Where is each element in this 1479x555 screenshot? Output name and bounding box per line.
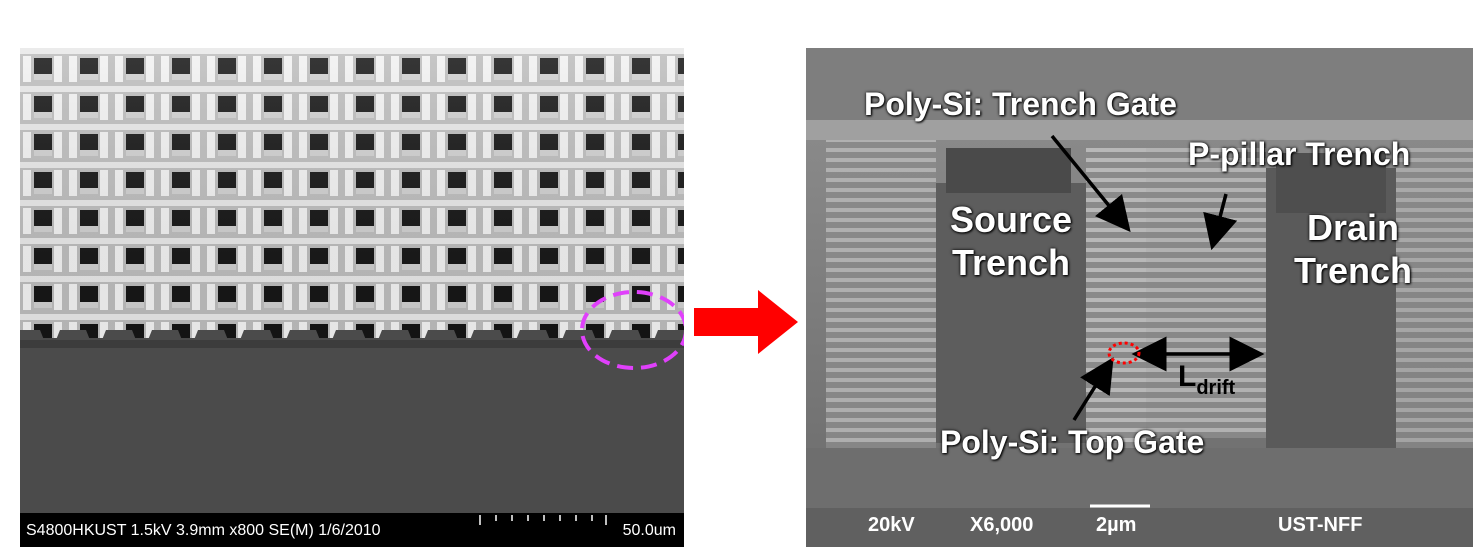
sem-info-text: S4800HKUST 1.5kV 3.9mm x800 SE(M) 1/6/20… [26, 522, 381, 539]
label-p-pillar-trench: P-pillar Trench [1188, 136, 1411, 172]
sem-info-bar: S4800HKUST 1.5kV 3.9mm x800 SE(M) 1/6/20… [20, 513, 684, 547]
trench-array-illustration [20, 48, 684, 547]
sem-image-detail: Poly-Si: Trench Gate P-pillar Trench Sou… [806, 48, 1473, 547]
top-gate-marker [1107, 341, 1141, 365]
annotation-arrows [1050, 134, 1265, 421]
label-ldrift: Ldrift [1178, 360, 1235, 400]
footer-voltage: 20kV [868, 514, 915, 536]
footer-magnification: X6,000 [970, 514, 1034, 536]
label-drain-line2: Trench [1293, 250, 1413, 292]
footer-facility: UST-NFF [1278, 514, 1363, 536]
ldrift-main: L [1178, 360, 1197, 393]
label-top-gate: Poly-Si: Top Gate [940, 424, 1205, 460]
sem-scale-label: 50.0um [622, 522, 676, 539]
trench-cross-section-illustration [806, 48, 1473, 547]
label-source-line1: Source [949, 199, 1073, 240]
highlight-ellipse [580, 290, 684, 370]
sem-image-overview: S4800HKUST 1.5kV 3.9mm x800 SE(M) 1/6/20… [20, 48, 684, 547]
label-drain-line1: Drain [1306, 207, 1400, 248]
footer-scale: 2µm [1096, 514, 1137, 536]
label-source-line2: Trench [951, 242, 1071, 284]
ldrift-sub: drift [1196, 377, 1236, 399]
label-trench-gate: Poly-Si: Trench Gate [864, 86, 1177, 122]
label-source-trench: Source Trench [936, 198, 1086, 284]
scale-ticks [479, 515, 607, 525]
right-arrow-icon [694, 290, 798, 354]
label-drain-trench: Drain Trench [1278, 206, 1428, 292]
